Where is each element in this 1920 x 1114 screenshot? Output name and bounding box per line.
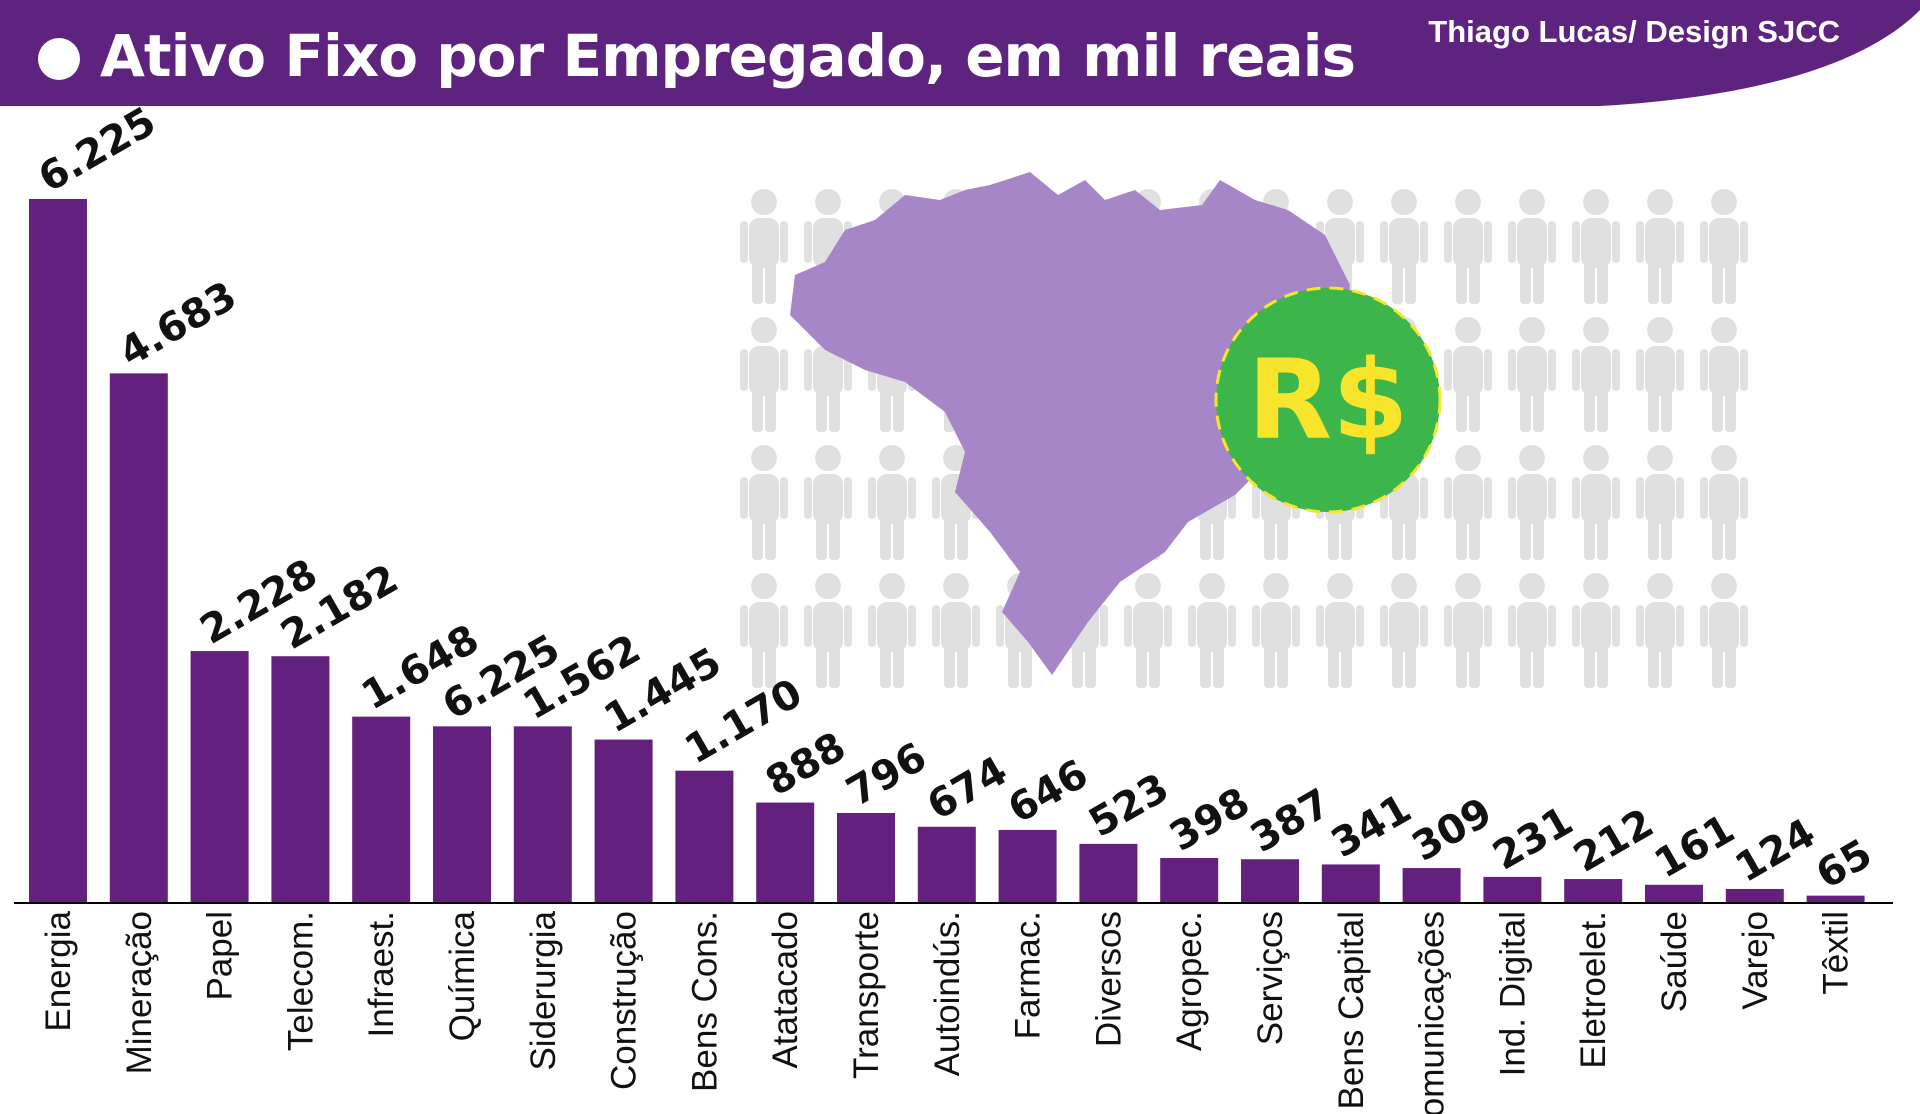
category-label: Varejo: [1736, 911, 1775, 1010]
value-label: 387: [1243, 780, 1338, 862]
bar-18: [1483, 876, 1542, 903]
bar-4: [352, 716, 411, 903]
category-label: Atatacado: [766, 911, 805, 1069]
bar-5: [433, 726, 491, 903]
bar-0: [29, 199, 87, 903]
brazil-map-icon: [790, 172, 1350, 675]
value-label: 646: [1001, 751, 1096, 833]
category-label: Farmac.: [1009, 911, 1048, 1039]
bar-chart: 6.2254.6832.2282.1821.6486.2251.5621.445…: [14, 106, 1893, 1114]
category-label: Autoindús.: [928, 911, 967, 1076]
category-label: Diversos: [1089, 911, 1128, 1047]
bar-14: [1160, 857, 1219, 903]
header-background: [0, 0, 1920, 106]
category-label: Agropec.: [1170, 911, 1209, 1051]
money-coin-icon: [1216, 288, 1440, 512]
category-label: Construção: [605, 911, 644, 1090]
category-label: Ind. Digital: [1493, 911, 1532, 1076]
value-label: 65: [1809, 831, 1880, 899]
value-label: 6.225: [31, 106, 164, 202]
bar-17: [1402, 868, 1461, 903]
value-label: 341: [1324, 786, 1419, 868]
bar-1: [109, 373, 168, 903]
value-label: 888: [758, 724, 853, 806]
bar-9: [756, 802, 815, 903]
category-label: Eletroelet.: [1574, 911, 1613, 1069]
bar-12: [998, 829, 1057, 903]
category-label: Transporte: [847, 911, 886, 1079]
value-label: 523: [1081, 765, 1176, 847]
bar-2: [190, 651, 249, 903]
header-banner: Ativo Fixo por Empregado, em mil reais T…: [0, 0, 1920, 106]
category-label: Têxtil: [1817, 911, 1856, 995]
category-label: Mineração: [120, 911, 159, 1074]
category-label: Infraest.: [362, 911, 401, 1037]
title-bullet: [38, 38, 80, 80]
bar-19: [1564, 879, 1623, 903]
category-label: Siderurgia: [524, 910, 563, 1070]
bar-3: [271, 656, 330, 903]
value-label: 309: [1405, 789, 1500, 871]
bar-6: [513, 726, 572, 903]
value-label: 124: [1728, 810, 1823, 892]
bar-20: [1645, 884, 1703, 903]
bar-21: [1725, 888, 1784, 903]
value-label: 796: [839, 734, 934, 816]
credit-text: Thiago Lucas/ Design SJCC: [1428, 14, 1840, 49]
category-label: Energia: [39, 910, 78, 1031]
bar-16: [1321, 864, 1380, 903]
category-label: Saúde: [1655, 911, 1694, 1012]
value-label: 674: [920, 748, 1015, 830]
bar-15: [1241, 859, 1299, 903]
bar-22: [1806, 895, 1865, 903]
category-label: Bens Capital: [1332, 911, 1371, 1109]
value-label: 212: [1566, 800, 1661, 882]
category-label: Bens Cons.: [685, 911, 724, 1092]
coin-label: R$: [1247, 336, 1408, 464]
category-label: Papel: [201, 911, 240, 1001]
bar-8: [675, 770, 734, 903]
chart-title: Ativo Fixo por Empregado, em mil reais: [100, 22, 1356, 90]
category-label: Serviços: [1251, 911, 1290, 1045]
bar-11: [917, 826, 976, 903]
bar-7: [594, 739, 653, 903]
value-label: 161: [1647, 806, 1742, 888]
value-label: 231: [1485, 798, 1580, 880]
category-label: Telecom.: [281, 911, 320, 1051]
category-label: Química: [443, 910, 482, 1041]
header-shape: [0, 0, 1920, 106]
value-label: 4.683: [112, 273, 245, 376]
illustration: R$: [740, 172, 1748, 688]
bar-13: [1079, 843, 1138, 903]
bar-10: [837, 812, 895, 903]
category-label: Comunicações: [1413, 911, 1452, 1114]
value-label: 398: [1162, 779, 1257, 861]
